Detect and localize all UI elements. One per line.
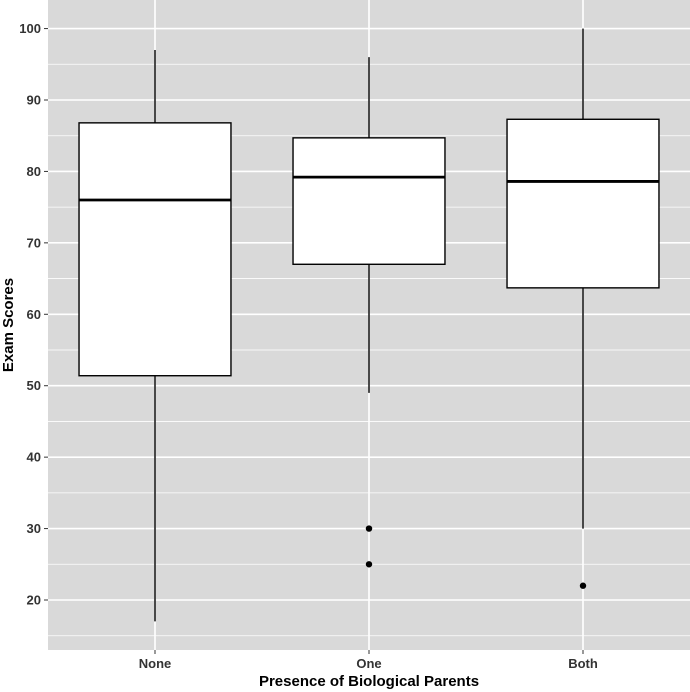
outlier-point [365,525,373,532]
y-tick-label: 60 [27,307,41,322]
boxes [78,28,660,622]
box-one [292,57,446,568]
y-tick-label: 40 [27,450,41,465]
y-tick-label: 20 [27,593,41,608]
outlier-point [365,561,373,568]
y-tick-label: 50 [27,378,41,393]
y-tick-label: 70 [27,235,41,250]
x-axis-ticks: None One Both [139,650,598,671]
outlier-point [579,582,587,589]
x-axis-title: Presence of Biological Parents [259,673,479,690]
box-iqr [78,122,232,377]
y-axis-ticks: 20 30 40 50 60 70 80 90 100 [19,21,48,608]
y-axis-title: Exam Scores [0,278,17,372]
y-tick-label: 30 [27,521,41,536]
x-tick-label: One [356,656,381,671]
box-none [78,50,232,622]
box-both [506,28,660,589]
x-tick-label: Both [568,656,598,671]
y-tick-label: 80 [27,164,41,179]
x-tick-label: None [139,656,172,671]
y-tick-label: 90 [27,93,41,108]
box-iqr [292,137,446,265]
y-tick-label: 100 [19,21,41,36]
box-iqr [506,118,660,289]
